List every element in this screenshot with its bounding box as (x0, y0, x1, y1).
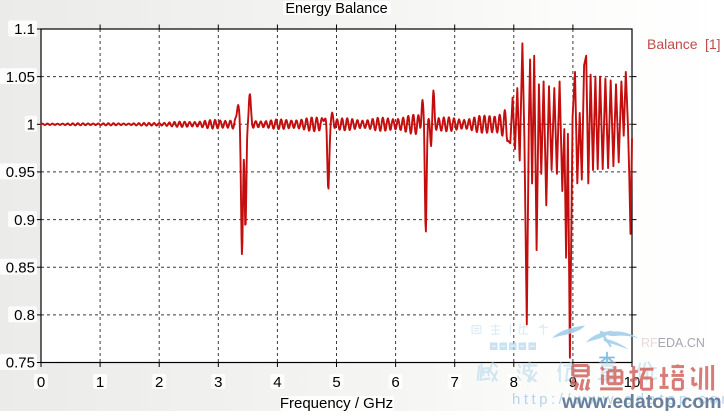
svg-text:1.05: 1.05 (6, 69, 35, 86)
svg-text:1: 1 (96, 374, 104, 391)
svg-text:4: 4 (273, 374, 281, 391)
svg-text:Energy Balance: Energy Balance (285, 1, 387, 17)
svg-text:1.1: 1.1 (14, 21, 35, 38)
svg-text:Frequency / GHz: Frequency / GHz (280, 395, 393, 411)
svg-text:[1]: [1] (705, 36, 721, 52)
svg-text:6: 6 (391, 374, 399, 391)
svg-text:0.8: 0.8 (14, 307, 35, 324)
svg-text:Balance: Balance (647, 36, 698, 52)
svg-text:7: 7 (451, 374, 459, 391)
svg-text:http://www.edatop.com: http://www.edatop.com (512, 391, 724, 408)
svg-text:0.9: 0.9 (14, 212, 35, 229)
svg-text:3: 3 (214, 374, 222, 391)
svg-text:5: 5 (332, 374, 340, 391)
svg-text:1: 1 (27, 117, 35, 134)
svg-text:0: 0 (37, 374, 45, 391)
svg-text:0.75: 0.75 (6, 355, 35, 372)
svg-text:www.edatop.com: www.edatop.com (561, 391, 722, 411)
svg-text:8: 8 (510, 374, 518, 391)
svg-text:2: 2 (155, 374, 163, 391)
svg-text:0.85: 0.85 (6, 259, 35, 276)
svg-text:RFEDA.CN: RFEDA.CN (641, 336, 705, 350)
svg-text:0.95: 0.95 (6, 164, 35, 181)
